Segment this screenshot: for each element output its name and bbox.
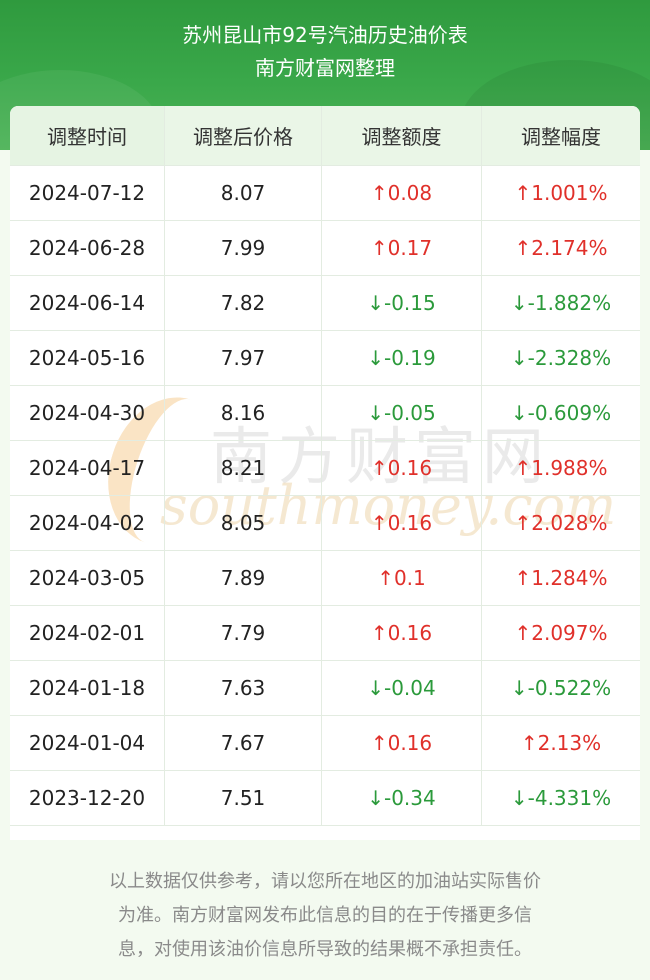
cell-percent: ↑2.097% bbox=[482, 606, 640, 661]
cell-amount: ↑0.16 bbox=[322, 496, 482, 551]
cell-date: 2024-01-04 bbox=[10, 716, 165, 771]
cell-amount: ↑0.16 bbox=[322, 716, 482, 771]
cell-price: 8.07 bbox=[165, 166, 322, 221]
cell-price: 7.82 bbox=[165, 276, 322, 331]
cell-percent: ↓-4.331% bbox=[482, 771, 640, 826]
cell-amount: ↑0.1 bbox=[322, 551, 482, 606]
cell-amount: ↓-0.15 bbox=[322, 276, 482, 331]
cell-percent: ↑1.988% bbox=[482, 441, 640, 496]
cell-date: 2024-03-05 bbox=[10, 551, 165, 606]
cell-amount: ↓-0.04 bbox=[322, 661, 482, 716]
cell-date: 2023-12-20 bbox=[10, 771, 165, 826]
cell-date: 2024-04-02 bbox=[10, 496, 165, 551]
cell-date: 2024-04-30 bbox=[10, 386, 165, 441]
cell-price: 7.79 bbox=[165, 606, 322, 661]
cell-percent: ↓-1.882% bbox=[482, 276, 640, 331]
cell-amount: ↑0.16 bbox=[322, 606, 482, 661]
cell-amount: ↓-0.19 bbox=[322, 331, 482, 386]
cell-percent: ↓-0.609% bbox=[482, 386, 640, 441]
cell-price: 8.21 bbox=[165, 441, 322, 496]
cell-percent: ↑2.13% bbox=[482, 716, 640, 771]
cell-date: 2024-05-16 bbox=[10, 331, 165, 386]
cell-price: 7.67 bbox=[165, 716, 322, 771]
cell-amount: ↓-0.05 bbox=[322, 386, 482, 441]
cell-percent: ↓-0.522% bbox=[482, 661, 640, 716]
page-title: 苏州昆山市92号汽油历史油价表 bbox=[182, 23, 468, 47]
cell-date: 2024-04-17 bbox=[10, 441, 165, 496]
page-subtitle: 南方财富网整理 bbox=[255, 56, 395, 80]
cell-price: 7.51 bbox=[165, 771, 322, 826]
price-table: 调整时间 调整后价格 调整额度 调整幅度 2024-07-12 8.07 ↑0.08… bbox=[10, 106, 640, 826]
cell-amount: ↑0.17 bbox=[322, 221, 482, 276]
cell-amount: ↑0.16 bbox=[322, 441, 482, 496]
cell-percent: ↓-2.328% bbox=[482, 331, 640, 386]
cell-date: 2024-07-12 bbox=[10, 166, 165, 221]
column-header-percent: 调整幅度 bbox=[482, 106, 640, 166]
cell-date: 2024-01-18 bbox=[10, 661, 165, 716]
cell-percent: ↑2.174% bbox=[482, 221, 640, 276]
column-header-date: 调整时间 bbox=[10, 106, 165, 166]
cell-date: 2024-06-14 bbox=[10, 276, 165, 331]
disclaimer-line-2: 为准。南方财富网发布此信息的目的在于传播更多信 bbox=[118, 905, 532, 926]
cell-price: 7.89 bbox=[165, 551, 322, 606]
cell-price: 7.97 bbox=[165, 331, 322, 386]
column-header-price: 调整后价格 bbox=[165, 106, 322, 166]
cell-percent: ↑1.001% bbox=[482, 166, 640, 221]
cell-price: 8.16 bbox=[165, 386, 322, 441]
cell-amount: ↑0.08 bbox=[322, 166, 482, 221]
price-table-panel: 南方财富网 southmoney.com 调整时间 调整后价格 调整额度 调整幅… bbox=[10, 106, 640, 840]
cell-percent: ↑2.028% bbox=[482, 496, 640, 551]
cell-price: 7.63 bbox=[165, 661, 322, 716]
cell-percent: ↑1.284% bbox=[482, 551, 640, 606]
disclaimer: 以上数据仅供参考，请以您所在地区的加油站实际售价 为准。南方财富网发布此信息的目… bbox=[0, 865, 650, 967]
column-header-amount: 调整额度 bbox=[322, 106, 482, 166]
disclaimer-line-1: 以上数据仅供参考，请以您所在地区的加油站实际售价 bbox=[109, 871, 541, 892]
cell-date: 2024-06-28 bbox=[10, 221, 165, 276]
disclaimer-line-3: 息，对使用该油价信息所导致的结果概不承担责任。 bbox=[118, 939, 532, 960]
cell-price: 8.05 bbox=[165, 496, 322, 551]
cell-date: 2024-02-01 bbox=[10, 606, 165, 661]
cell-amount: ↓-0.34 bbox=[322, 771, 482, 826]
cell-price: 7.99 bbox=[165, 221, 322, 276]
